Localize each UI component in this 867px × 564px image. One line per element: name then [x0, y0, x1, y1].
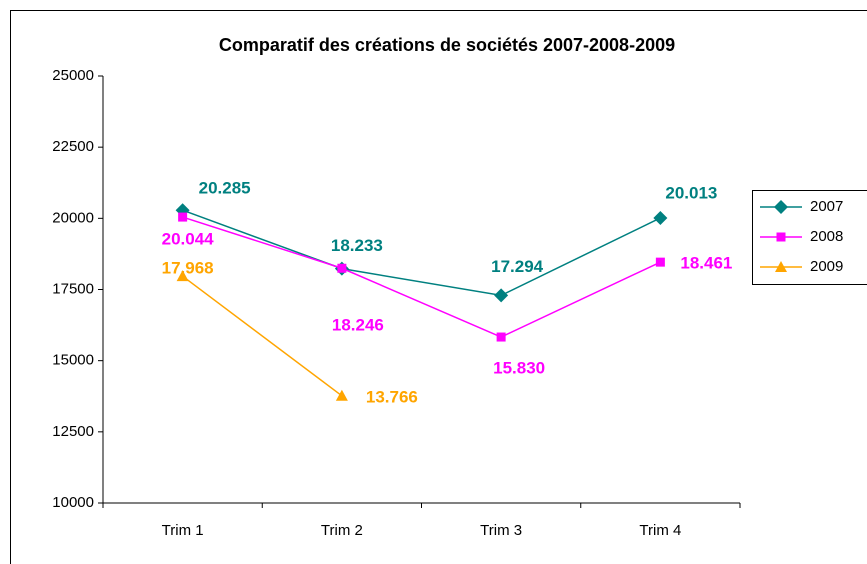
data-point: [494, 288, 509, 303]
data-point: [655, 257, 665, 267]
data-label: 15.830: [493, 359, 545, 378]
data-point: [496, 332, 506, 342]
data-label: 18.246: [332, 316, 384, 335]
x-tick-label: Trim 2: [321, 522, 363, 539]
data-label: 20.285: [199, 179, 251, 198]
legend-marker: [776, 232, 786, 242]
legend-label: 2007: [810, 198, 843, 215]
chart-title: Comparatif des créations de sociétés 200…: [219, 35, 675, 55]
y-tick-label: 12500: [52, 423, 94, 440]
y-tick-label: 25000: [52, 67, 94, 84]
data-label: 18.461: [680, 254, 732, 273]
legend-label: 2009: [810, 258, 843, 275]
data-label: 17.968: [162, 259, 214, 278]
x-tick-label: Trim 1: [162, 522, 204, 539]
series-line: [182, 209, 661, 297]
data-label: 17.294: [491, 257, 544, 276]
legend-marker: [775, 261, 787, 272]
data-label: 13.766: [366, 387, 418, 406]
data-point: [337, 263, 347, 273]
legend-label: 2008: [810, 228, 843, 245]
series-line: [182, 275, 343, 397]
x-tick-label: Trim 4: [639, 522, 681, 539]
y-tick-label: 10000: [52, 494, 94, 511]
y-tick-label: 17500: [52, 280, 94, 297]
x-tick-label: Trim 3: [480, 522, 522, 539]
data-point: [653, 210, 668, 225]
data-label: 20.044: [162, 230, 215, 249]
data-point: [176, 270, 189, 282]
data-label: 18.233: [331, 236, 383, 255]
data-point: [335, 389, 348, 401]
data-label: 20.013: [665, 183, 717, 202]
legend-marker: [774, 200, 788, 214]
y-tick-label: 22500: [52, 138, 94, 155]
series-line: [182, 216, 661, 338]
data-point: [178, 212, 188, 222]
y-tick-label: 20000: [52, 209, 94, 226]
y-tick-label: 15000: [52, 352, 94, 369]
chart-frame: [10, 10, 867, 564]
